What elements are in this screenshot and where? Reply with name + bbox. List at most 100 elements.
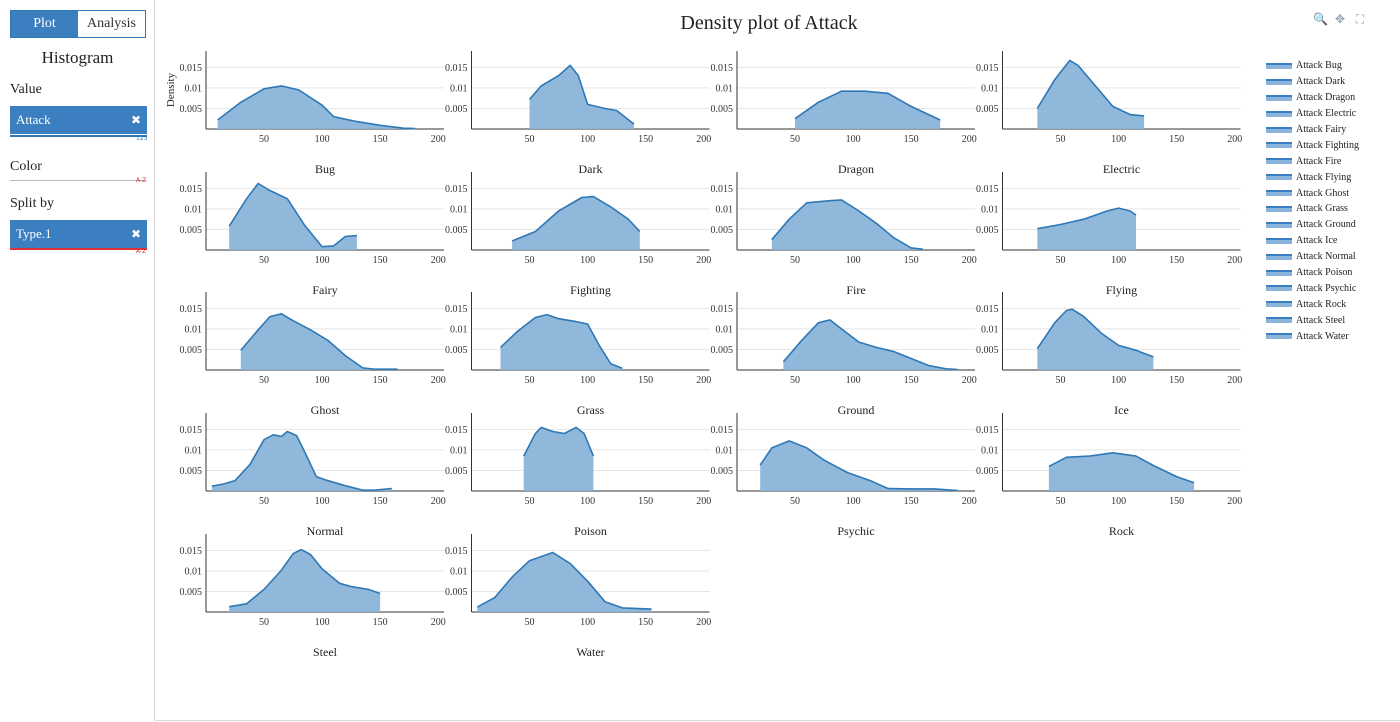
split-chip[interactable]: Type.1 ✖ <box>10 220 147 248</box>
x-tick-label: 100 <box>315 134 330 145</box>
y-tick-label: 0.01 <box>981 324 999 335</box>
legend-label: Attack Fire <box>1296 155 1342 167</box>
panel-title: Fighting <box>570 283 611 297</box>
legend-item[interactable]: Attack Grass <box>1266 201 1359 217</box>
split-chip-label: Type.1 <box>16 226 52 241</box>
panel-title: Fairy <box>312 283 337 297</box>
legend-item[interactable]: Attack Fighting <box>1266 137 1359 153</box>
y-tick-label: 0.015 <box>445 304 468 315</box>
legend-item[interactable]: Attack Psychic <box>1266 280 1359 296</box>
y-tick-label: 0.005 <box>445 345 468 356</box>
legend-swatch <box>1266 221 1292 228</box>
x-tick-label: 150 <box>1169 134 1184 145</box>
density-line <box>499 313 623 370</box>
x-tick-label: 200 <box>1227 375 1242 386</box>
y-tick-label: 0.01 <box>450 566 468 577</box>
legend-item[interactable]: Attack Ground <box>1266 217 1359 233</box>
panel-title: Normal <box>307 524 344 538</box>
legend-swatch <box>1266 94 1292 101</box>
density-line <box>476 551 652 610</box>
remove-split-icon[interactable]: ✖ <box>130 227 141 241</box>
density-area <box>240 313 398 370</box>
legend-item[interactable]: Attack Poison <box>1266 265 1359 281</box>
plot-toolbar: 🔍 ✥ ⛶ <box>1313 12 1367 26</box>
x-tick-label: 50 <box>1056 255 1066 266</box>
density-line <box>228 182 357 248</box>
y-tick-label: 0.01 <box>450 83 468 94</box>
x-tick-label: 200 <box>962 255 977 266</box>
legend-swatch <box>1266 253 1292 260</box>
density-line <box>511 195 641 242</box>
x-tick-label: 150 <box>638 255 653 266</box>
y-tick-label: 0.01 <box>185 324 203 335</box>
y-tick-label: 0.015 <box>976 184 999 195</box>
x-tick-label: 200 <box>696 496 711 507</box>
legend-label: Attack Electric <box>1296 108 1357 120</box>
y-tick-label: 0.01 <box>716 445 734 456</box>
legend-swatch <box>1266 317 1292 324</box>
legend-item[interactable]: Attack Ice <box>1266 233 1359 249</box>
y-tick-label: 0.015 <box>711 184 734 195</box>
legend-label: Attack Ice <box>1296 235 1338 247</box>
density-area <box>1037 60 1145 129</box>
legend-item[interactable]: Attack Rock <box>1266 296 1359 312</box>
legend-label: Attack Poison <box>1296 267 1353 279</box>
y-tick-label: 0.015 <box>445 546 468 557</box>
zoom-icon[interactable]: 🔍 <box>1313 12 1328 26</box>
autoscale-icon[interactable]: ⛶ <box>1355 12 1365 26</box>
density-line <box>240 312 398 371</box>
x-tick-label: 50 <box>1056 134 1066 145</box>
panel-title: Bug <box>315 162 335 176</box>
color-drop-zone[interactable] <box>10 180 147 181</box>
y-tick-label: 0.005 <box>180 466 203 477</box>
panel-title: Electric <box>1103 162 1140 176</box>
y-tick-label: 0.01 <box>450 445 468 456</box>
split-drop-line <box>10 248 147 250</box>
density-area <box>477 552 652 612</box>
legend-item[interactable]: Attack Normal <box>1266 249 1359 265</box>
value-chip[interactable]: Attack ✖ <box>10 106 147 134</box>
remove-value-icon[interactable]: ✖ <box>130 113 141 127</box>
y-tick-label: 0.005 <box>976 466 999 477</box>
legend-item[interactable]: Attack Bug <box>1266 58 1359 74</box>
legend-item[interactable]: Attack Dragon <box>1266 90 1359 106</box>
x-tick-label: 150 <box>373 496 388 507</box>
x-tick-label: 150 <box>904 134 919 145</box>
legend-label: Attack Rock <box>1296 298 1347 310</box>
x-tick-label: 50 <box>525 134 535 145</box>
x-tick-label: 200 <box>696 617 711 628</box>
y-tick-label: 0.005 <box>180 104 203 115</box>
legend-item[interactable]: Attack Fairy <box>1266 122 1359 138</box>
y-tick-label: 0.015 <box>711 63 734 74</box>
legend-item[interactable]: Attack Electric <box>1266 106 1359 122</box>
pan-icon[interactable]: ✥ <box>1334 12 1346 26</box>
density-area <box>771 199 923 250</box>
y-tick-label: 0.01 <box>981 204 999 215</box>
y-tick-label: 0.005 <box>711 345 734 356</box>
legend-item[interactable]: Attack Fire <box>1266 153 1359 169</box>
legend-item[interactable]: Attack Water <box>1266 328 1359 344</box>
panel-title: Ice <box>1114 403 1129 417</box>
y-tick-label: 0.01 <box>185 445 203 456</box>
y-tick-label: 0.005 <box>445 104 468 115</box>
y-tick-label: 0.005 <box>180 587 203 598</box>
x-tick-label: 100 <box>846 496 861 507</box>
tab-analysis[interactable]: Analysis <box>78 11 145 37</box>
y-tick-label: 0.01 <box>185 204 203 215</box>
panel-title: Poison <box>574 524 607 538</box>
x-tick-label: 150 <box>904 375 919 386</box>
x-tick-label: 150 <box>373 134 388 145</box>
x-tick-label: 150 <box>1169 255 1184 266</box>
legend-item[interactable]: Attack Steel <box>1266 312 1359 328</box>
x-tick-label: 100 <box>1111 255 1126 266</box>
tab-plot[interactable]: Plot <box>11 11 78 37</box>
legend-item[interactable]: Attack Dark <box>1266 74 1359 90</box>
legend-item[interactable]: Attack Flying <box>1266 169 1359 185</box>
x-tick-label: 200 <box>431 496 446 507</box>
legend-swatch <box>1266 285 1292 292</box>
density-line <box>522 426 595 457</box>
plot-area: Density plot of Attack 🔍 ✥ ⛶ 0.005 0.01 0.… <box>156 0 1400 722</box>
y-tick-label: 0.005 <box>711 466 734 477</box>
legend-item[interactable]: Attack Ghost <box>1266 185 1359 201</box>
panel-title: Ground <box>838 403 875 417</box>
